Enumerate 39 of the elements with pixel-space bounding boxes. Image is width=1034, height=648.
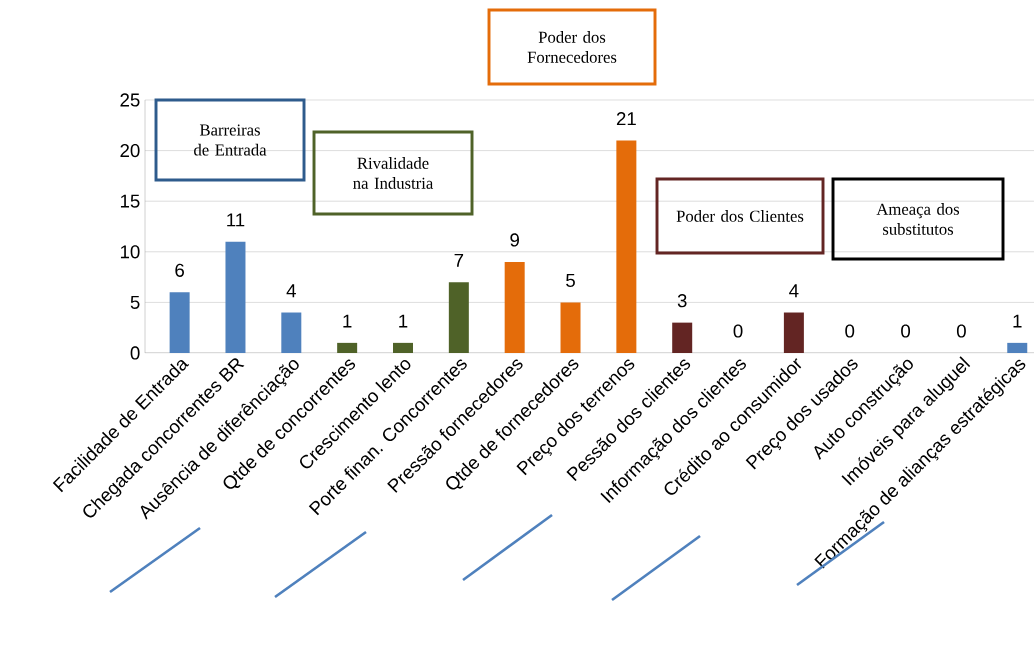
bar — [281, 312, 302, 353]
y-tick-label: 15 — [120, 194, 140, 208]
bar — [337, 342, 358, 353]
data-label: 11 — [227, 213, 245, 227]
data-label: 1 — [399, 314, 408, 328]
annotation: Barreiras de Entrada — [194, 124, 267, 156]
y-tick-label: 25 — [120, 93, 140, 107]
data-label: 0 — [733, 324, 743, 338]
data-label: 6 — [175, 263, 184, 277]
y-tick-label: 20 — [120, 143, 140, 158]
data-label: 1 — [343, 314, 352, 328]
data-label: 4 — [286, 284, 296, 298]
bar — [225, 241, 246, 353]
y-tick-label: 0 — [130, 346, 140, 360]
bar — [1007, 342, 1028, 353]
y-tick-label: 5 — [130, 295, 140, 309]
data-label: 3 — [677, 294, 687, 308]
data-label: 0 — [901, 324, 911, 338]
bar — [616, 140, 637, 353]
annotation: Ameaça dos substitutos — [876, 203, 960, 235]
bar — [448, 282, 469, 353]
data-label: 4 — [789, 284, 799, 298]
bar — [560, 302, 581, 353]
bar — [504, 261, 525, 353]
text: Poder dos Fornecedores — [527, 31, 617, 63]
bar — [169, 292, 190, 353]
data-label: 0 — [956, 324, 966, 338]
data-label: 7 — [454, 253, 464, 267]
data-label: 0 — [845, 324, 855, 338]
bar — [393, 342, 413, 353]
y-tick-label: 10 — [120, 245, 140, 259]
data-label: 21 — [616, 112, 636, 126]
bar — [783, 312, 804, 353]
data-label: 1 — [1013, 314, 1022, 328]
data-label: 5 — [566, 273, 575, 288]
annotation: Rivalidade na Industria — [353, 157, 434, 189]
data-label: 9 — [510, 233, 519, 247]
annotation: Poder dos Clientes — [676, 210, 804, 222]
bar — [672, 322, 693, 353]
